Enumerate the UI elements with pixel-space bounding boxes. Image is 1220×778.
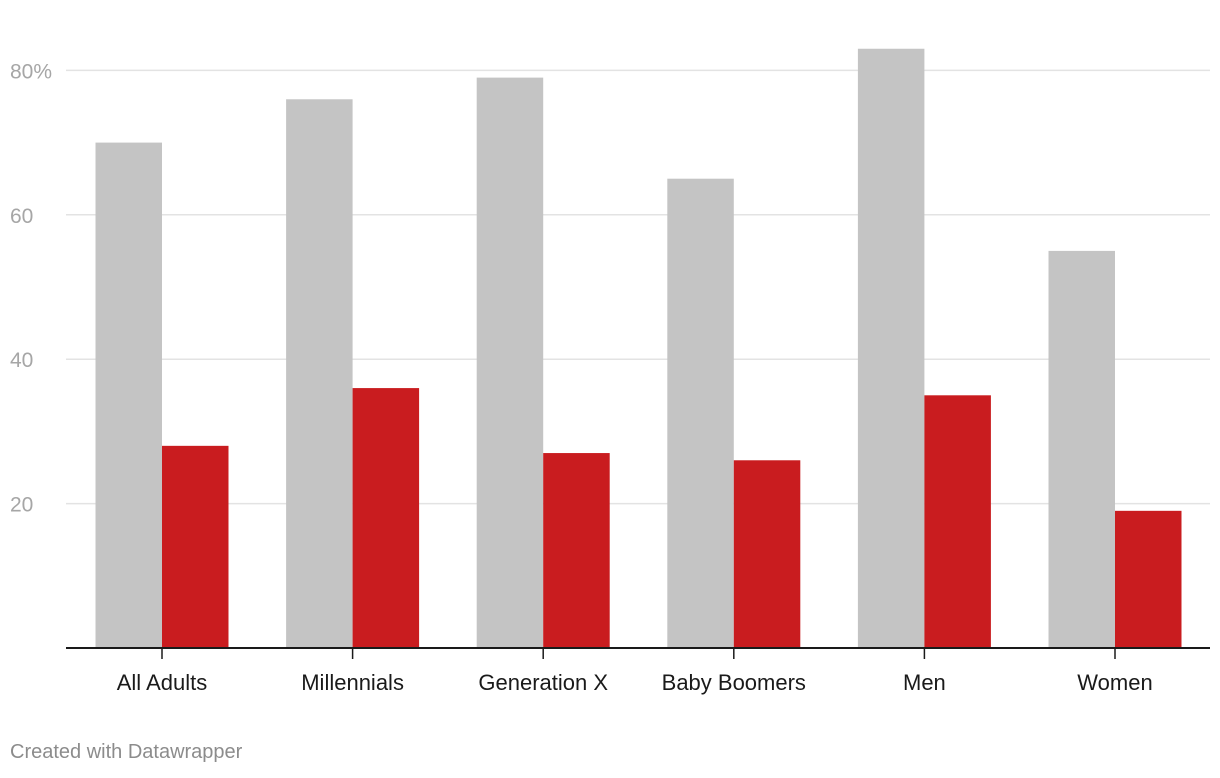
bar-red	[733, 460, 801, 648]
bar-gray	[95, 142, 162, 648]
x-tick-label: Baby Boomers	[662, 670, 806, 695]
bar-red	[352, 388, 420, 648]
bar-red	[543, 453, 610, 648]
footer-credit: Created with Datawrapper	[10, 741, 243, 763]
x-tick-label: Millennials	[301, 670, 404, 695]
y-tick-label: 40	[10, 349, 33, 372]
bar-gray	[1048, 250, 1115, 648]
x-tick-label: Men	[903, 670, 946, 695]
y-tick-label: 20	[10, 494, 33, 517]
bar-gray	[857, 48, 925, 649]
x-axis-ticks: All Adults Millennials Generation X Baby Bo…	[117, 648, 1153, 695]
bar-red	[1115, 510, 1182, 648]
bar-gray	[667, 178, 734, 648]
bar-chart: 20 40 60 80% All Adults Millennials Generatio…	[10, 48, 1210, 695]
bar-red	[162, 445, 229, 648]
x-tick-label: Generation X	[478, 670, 608, 695]
bar-gray	[286, 99, 353, 648]
y-axis-ticks: 20 40 60 80%	[10, 60, 52, 516]
y-tick-label: 60	[10, 205, 33, 228]
y-tick-label: 80%	[10, 60, 52, 83]
bars	[95, 48, 1182, 649]
gridlines	[66, 69, 1210, 505]
bar-gray	[476, 77, 544, 649]
x-tick-label: All Adults	[117, 670, 208, 695]
bar-red	[924, 395, 991, 648]
x-tick-label: Women	[1077, 670, 1152, 695]
